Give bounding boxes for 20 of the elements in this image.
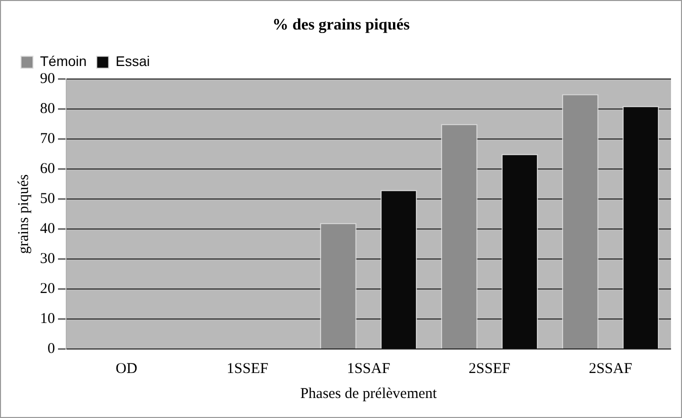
y-tick-label: 50 bbox=[40, 191, 55, 208]
legend-label: Essai bbox=[116, 53, 150, 70]
chart-title: % des grains piqués bbox=[272, 16, 410, 34]
y-tick-label: 60 bbox=[40, 161, 55, 178]
x-tick-label: OD bbox=[116, 360, 138, 377]
y-tick-label: 10 bbox=[40, 310, 55, 327]
y-tick-label: 70 bbox=[40, 131, 55, 148]
y-tick-label: 40 bbox=[40, 221, 55, 238]
x-axis-title: Phases de prélèvement bbox=[300, 386, 438, 402]
y-tick-label: 30 bbox=[40, 251, 55, 268]
y-tick-label: 90 bbox=[40, 71, 55, 88]
y-axis-title: grains piqués bbox=[16, 174, 32, 254]
y-tick-label: 80 bbox=[40, 101, 55, 118]
x-tick-label: 1SSAF bbox=[346, 360, 390, 377]
legend-label: Témoin bbox=[40, 53, 87, 70]
x-tick-label: 1SSEF bbox=[226, 360, 268, 377]
y-tick-label: 0 bbox=[48, 340, 55, 357]
x-tick-label: 2SSAF bbox=[588, 360, 632, 377]
x-tick-label: 2SSEF bbox=[468, 360, 510, 377]
y-tick-label: 20 bbox=[40, 280, 55, 297]
